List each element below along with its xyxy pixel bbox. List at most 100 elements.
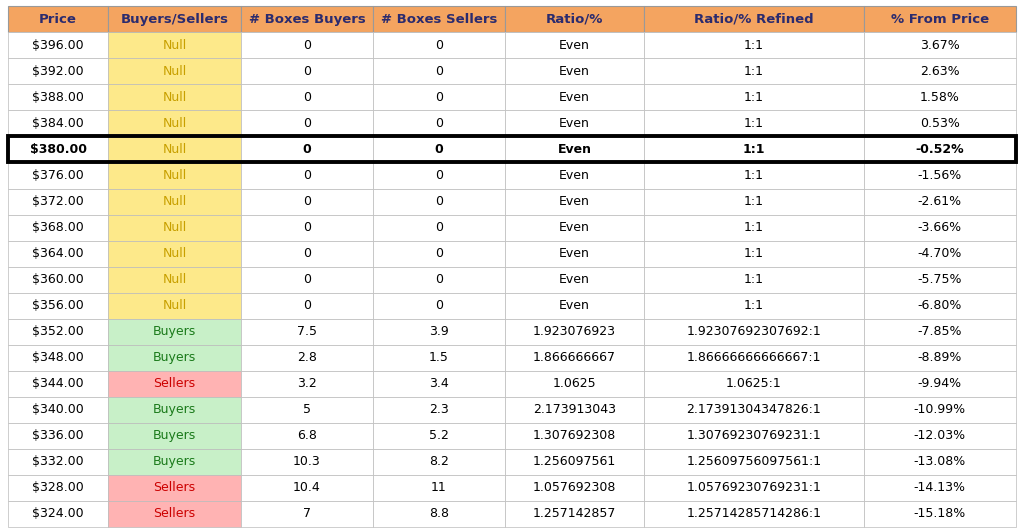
Text: 0: 0 bbox=[435, 65, 443, 78]
Text: 1:1: 1:1 bbox=[743, 221, 764, 234]
Bar bbox=[241, 32, 373, 58]
Bar bbox=[108, 501, 241, 527]
Text: 5.2: 5.2 bbox=[429, 429, 449, 442]
Bar bbox=[241, 423, 373, 449]
Text: 1:1: 1:1 bbox=[742, 143, 765, 156]
Text: Buyers: Buyers bbox=[153, 455, 196, 468]
Text: 1.0625: 1.0625 bbox=[553, 377, 596, 390]
Text: 1:1: 1:1 bbox=[743, 117, 764, 130]
Text: $360.00: $360.00 bbox=[32, 273, 84, 286]
Bar bbox=[8, 162, 108, 189]
Bar bbox=[241, 162, 373, 189]
Bar bbox=[505, 449, 644, 475]
Text: 1.866666667: 1.866666667 bbox=[532, 351, 616, 364]
Text: Null: Null bbox=[163, 65, 186, 78]
Text: Even: Even bbox=[557, 143, 592, 156]
Text: Even: Even bbox=[559, 195, 590, 208]
Bar bbox=[8, 136, 108, 162]
Text: 2.3: 2.3 bbox=[429, 403, 449, 416]
Bar bbox=[644, 319, 863, 345]
Bar bbox=[108, 241, 241, 267]
Bar bbox=[644, 6, 863, 32]
Text: 3.4: 3.4 bbox=[429, 377, 449, 390]
Bar bbox=[8, 267, 108, 293]
Bar bbox=[505, 475, 644, 501]
Bar bbox=[108, 162, 241, 189]
Text: 0: 0 bbox=[435, 91, 443, 104]
Text: 0: 0 bbox=[303, 195, 311, 208]
Bar bbox=[644, 162, 863, 189]
Text: 0: 0 bbox=[303, 117, 311, 130]
Text: $356.00: $356.00 bbox=[32, 299, 84, 312]
Bar bbox=[505, 136, 644, 162]
Bar bbox=[8, 475, 108, 501]
Bar bbox=[241, 110, 373, 136]
Text: 1:1: 1:1 bbox=[743, 273, 764, 286]
Text: 0: 0 bbox=[435, 247, 443, 260]
Bar bbox=[863, 345, 1016, 371]
Text: Null: Null bbox=[163, 247, 186, 260]
Bar bbox=[863, 162, 1016, 189]
Text: 2.8: 2.8 bbox=[297, 351, 316, 364]
Bar bbox=[644, 136, 863, 162]
Text: -9.94%: -9.94% bbox=[918, 377, 962, 390]
Text: 1.307692308: 1.307692308 bbox=[532, 429, 616, 442]
Bar bbox=[505, 189, 644, 215]
Bar bbox=[863, 449, 1016, 475]
Bar bbox=[373, 319, 505, 345]
Text: 0: 0 bbox=[303, 169, 311, 182]
Bar bbox=[241, 319, 373, 345]
Text: Buyers: Buyers bbox=[153, 429, 196, 442]
Bar bbox=[8, 110, 108, 136]
Bar bbox=[108, 475, 241, 501]
Text: 0: 0 bbox=[435, 169, 443, 182]
Bar bbox=[863, 319, 1016, 345]
Text: $396.00: $396.00 bbox=[33, 39, 84, 52]
Text: 0: 0 bbox=[434, 143, 443, 156]
Text: $392.00: $392.00 bbox=[33, 65, 84, 78]
Bar bbox=[863, 84, 1016, 110]
Bar bbox=[505, 293, 644, 319]
Text: Null: Null bbox=[163, 143, 186, 156]
Bar bbox=[373, 162, 505, 189]
Bar bbox=[108, 58, 241, 84]
Bar bbox=[863, 58, 1016, 84]
Text: Sellers: Sellers bbox=[154, 481, 196, 494]
Bar bbox=[108, 136, 241, 162]
Bar bbox=[644, 84, 863, 110]
Text: Even: Even bbox=[559, 39, 590, 52]
Text: 0: 0 bbox=[435, 273, 443, 286]
Text: $372.00: $372.00 bbox=[32, 195, 84, 208]
Bar bbox=[373, 345, 505, 371]
Text: Ratio/% Refined: Ratio/% Refined bbox=[694, 13, 814, 26]
Text: 0: 0 bbox=[435, 39, 443, 52]
Bar bbox=[108, 345, 241, 371]
Bar bbox=[241, 136, 373, 162]
Bar bbox=[241, 345, 373, 371]
Text: 8.8: 8.8 bbox=[429, 507, 449, 520]
Text: 0: 0 bbox=[303, 273, 311, 286]
Bar bbox=[505, 397, 644, 423]
Text: Even: Even bbox=[559, 65, 590, 78]
Text: 6.8: 6.8 bbox=[297, 429, 316, 442]
Text: -15.18%: -15.18% bbox=[913, 507, 966, 520]
Text: # Boxes Sellers: # Boxes Sellers bbox=[381, 13, 497, 26]
Bar bbox=[373, 371, 505, 397]
Text: -12.03%: -12.03% bbox=[913, 429, 966, 442]
Text: -4.70%: -4.70% bbox=[918, 247, 962, 260]
Text: 0: 0 bbox=[303, 91, 311, 104]
Bar bbox=[8, 32, 108, 58]
Bar bbox=[241, 397, 373, 423]
Bar bbox=[644, 215, 863, 241]
Bar bbox=[373, 110, 505, 136]
Text: -0.52%: -0.52% bbox=[915, 143, 964, 156]
Text: $336.00: $336.00 bbox=[33, 429, 84, 442]
Text: $348.00: $348.00 bbox=[32, 351, 84, 364]
Bar bbox=[644, 501, 863, 527]
Text: $380.00: $380.00 bbox=[30, 143, 87, 156]
Bar bbox=[241, 293, 373, 319]
Bar bbox=[8, 241, 108, 267]
Text: -7.85%: -7.85% bbox=[918, 325, 962, 338]
Bar bbox=[863, 423, 1016, 449]
Bar bbox=[505, 345, 644, 371]
